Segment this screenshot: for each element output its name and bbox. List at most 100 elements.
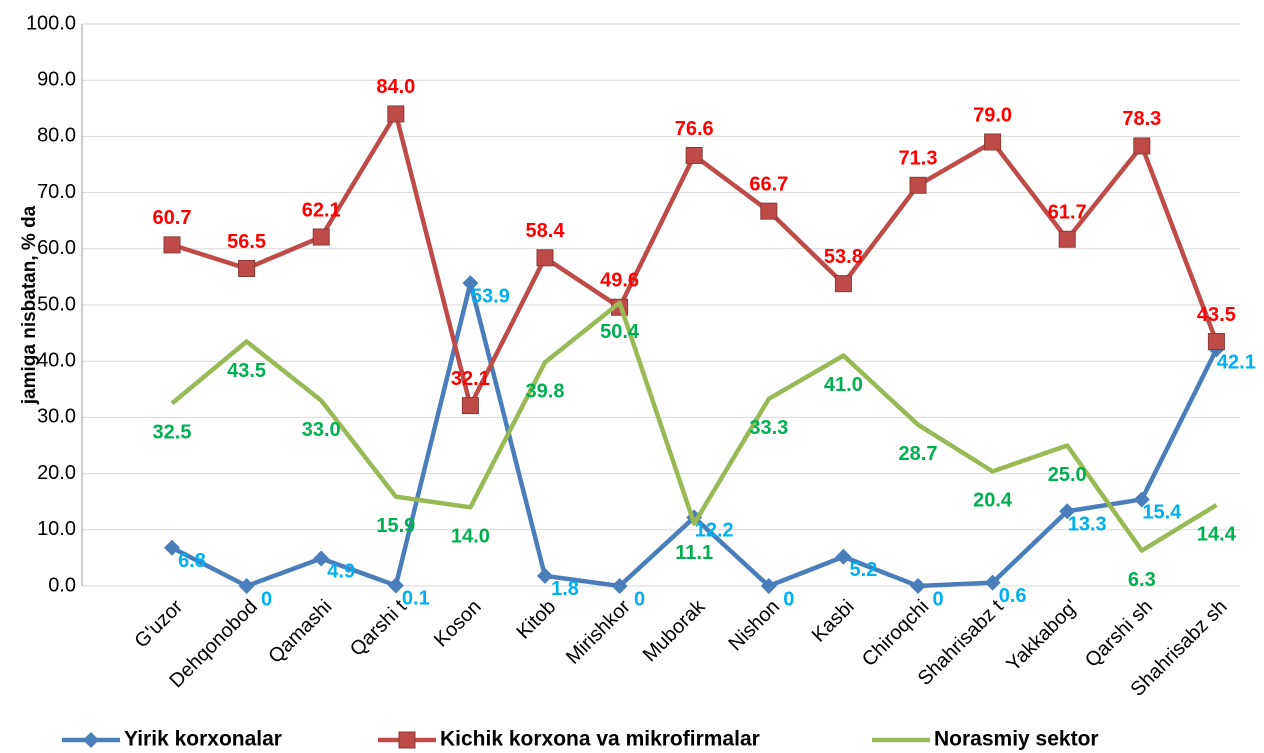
x-tick-label: Nishon (724, 596, 784, 656)
marker (984, 133, 1002, 151)
marker (1207, 333, 1225, 351)
marker (760, 202, 778, 220)
y-tick-label: 10.0 (37, 518, 76, 540)
x-tick-label: Yakkabog' (1002, 596, 1082, 676)
x-tick-label: Kasbi (808, 596, 859, 647)
value-label: 53.8 (824, 246, 863, 268)
value-label: 53.9 (471, 285, 510, 307)
value-label: 0 (932, 588, 943, 610)
y-tick-label: 50.0 (37, 293, 76, 315)
marker (611, 578, 628, 594)
value-label: 84.0 (376, 76, 415, 98)
value-label: 5.2 (849, 559, 877, 581)
y-tick-label: 0.0 (48, 574, 76, 596)
value-label: 76.6 (675, 118, 714, 140)
x-tick-label: Qamashi (264, 596, 336, 668)
y-tick-label: 80.0 (37, 125, 76, 147)
x-tick-label: Kitob (512, 596, 560, 644)
marker (834, 275, 852, 293)
x-tick-label: Chiroqchi (858, 596, 933, 671)
value-label: 62.1 (302, 199, 341, 221)
value-label: 14.4 (1197, 523, 1237, 545)
legend-marker (83, 732, 99, 748)
value-label: 42.1 (1217, 352, 1256, 374)
x-tick-label: G'uzor (131, 595, 188, 652)
value-label: 4.9 (327, 561, 355, 583)
marker (387, 577, 404, 594)
value-label: 41.0 (824, 374, 863, 396)
x-tick-label: Qarshi sh (1081, 596, 1157, 672)
marker (685, 147, 703, 165)
marker (1133, 137, 1151, 155)
value-label: 25.0 (1048, 464, 1087, 486)
value-label: 11.1 (675, 542, 713, 564)
value-label: 66.7 (749, 173, 788, 195)
legend-label: Kichik korxona va mikrofirmalar (440, 728, 760, 751)
y-tick-label: 40.0 (37, 349, 76, 371)
marker (1059, 503, 1076, 520)
series-line (170, 300, 1218, 553)
marker (910, 578, 926, 594)
y-tick-label: 90.0 (37, 68, 76, 90)
marker (909, 176, 927, 194)
marker (238, 578, 255, 594)
value-label: 6.3 (1128, 569, 1156, 591)
marker (1133, 491, 1150, 508)
marker (461, 397, 479, 415)
value-label: 6.8 (178, 550, 206, 572)
marker (238, 259, 256, 277)
value-label: 15.4 (1142, 502, 1182, 524)
value-label: 28.7 (899, 443, 938, 465)
value-label: 1.8 (551, 578, 579, 600)
value-label: 43.5 (1197, 304, 1236, 326)
x-tick-label: Koson (430, 596, 486, 652)
marker (462, 275, 479, 292)
value-label: 32.1 (451, 368, 490, 390)
value-label: 33.0 (302, 419, 341, 441)
value-label: 32.5 (153, 422, 192, 444)
marker (536, 249, 554, 267)
marker (984, 574, 1001, 591)
value-label: 49.6 (600, 270, 639, 292)
value-label: 12.2 (695, 520, 734, 542)
value-label: 78.3 (1122, 108, 1161, 130)
value-label: 20.4 (973, 490, 1013, 512)
value-label: 0.6 (999, 585, 1027, 607)
legend-label: Yirik korxonalar (124, 728, 282, 751)
value-label: 71.3 (899, 148, 938, 170)
value-label: 60.7 (153, 207, 192, 229)
marker (1058, 230, 1076, 248)
marker (537, 567, 553, 584)
y-tick-label: 30.0 (37, 406, 76, 428)
marker (312, 228, 330, 246)
value-label: 79.0 (973, 104, 1012, 126)
marker (387, 105, 405, 123)
value-label: 58.4 (526, 220, 566, 242)
value-label: 61.7 (1048, 202, 1087, 224)
value-label: 43.5 (227, 360, 266, 382)
value-label: 0 (634, 588, 645, 610)
value-label: 50.4 (600, 321, 640, 343)
value-label: 0 (261, 588, 272, 610)
value-label: 13.3 (1068, 514, 1107, 536)
value-label: 39.8 (526, 381, 565, 403)
y-tick-label: 60.0 (37, 237, 76, 259)
y-tick-label: 70.0 (37, 181, 76, 203)
y-tick-label: 20.0 (37, 462, 76, 484)
legend-label: Norasmiy sektor (934, 728, 1099, 751)
value-label: 14.0 (451, 526, 490, 548)
marker (760, 578, 777, 594)
marker (835, 548, 852, 565)
y-tick-label: 100.0 (26, 12, 76, 34)
x-tick-label: Mirishkor (562, 595, 635, 668)
legend-marker (398, 731, 416, 749)
y-axis-label: jamiga nisbatan, % da (19, 205, 40, 405)
value-label: 0.1 (402, 588, 430, 610)
x-tick-label: Muborak (639, 595, 710, 666)
marker (164, 539, 180, 556)
marker (313, 550, 330, 567)
value-label: 0 (783, 588, 794, 610)
marker (163, 236, 181, 254)
value-label: 56.5 (227, 231, 266, 253)
